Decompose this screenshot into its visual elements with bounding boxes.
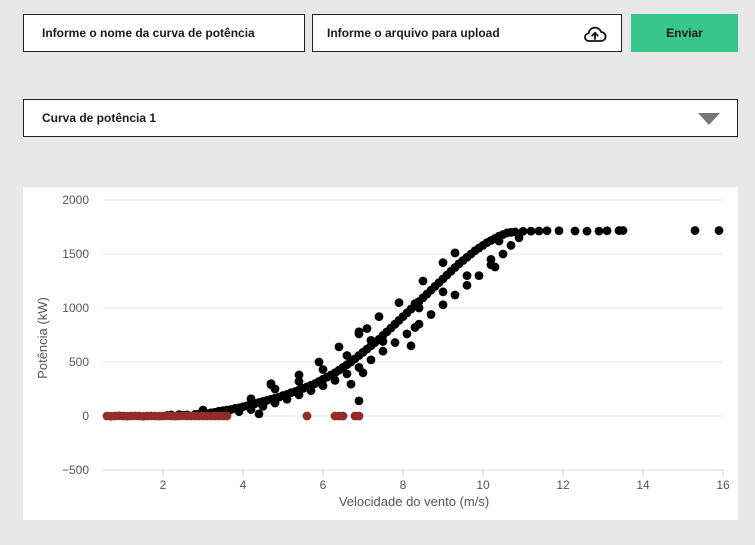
scatter-point: [714, 226, 724, 235]
scatter-point: [318, 365, 328, 374]
scatter-point: [346, 379, 356, 389]
scatter-point: [294, 370, 304, 380]
scatter-point: [410, 323, 420, 332]
selected-curve-label: Curva de potência 1: [42, 111, 157, 125]
scatter-point: [390, 319, 400, 329]
scatter-point: [450, 290, 460, 300]
scatter-point: [542, 226, 552, 236]
scatter-point: [462, 280, 472, 290]
scatter-point: [366, 355, 376, 365]
scatter-point: [258, 401, 268, 411]
scatter-point: [378, 337, 388, 346]
scatter-point: [438, 258, 448, 268]
scatter-point: [222, 411, 232, 421]
y-tick-label: −500: [62, 463, 89, 477]
scatter-point: [602, 226, 612, 236]
scatter-point: [402, 329, 412, 339]
power-curve-select[interactable]: Curva de potência 1: [23, 99, 738, 137]
scatter-point: [318, 381, 328, 391]
scatter-point: [594, 226, 604, 236]
scatter-point: [270, 398, 280, 408]
scatter-point: [338, 411, 348, 421]
scatter-point: [514, 233, 524, 243]
x-tick-label: 12: [556, 478, 570, 492]
scatter-point: [314, 357, 324, 367]
scatter-point: [518, 226, 528, 236]
file-upload-label: Informe o arquivo para upload: [327, 26, 500, 40]
scatter-point: [342, 351, 352, 360]
y-tick-label: 2000: [62, 193, 89, 207]
data-points: [102, 226, 724, 421]
scatter-point: [330, 375, 340, 385]
y-tick-label: 500: [69, 355, 89, 369]
scatter-point: [534, 226, 544, 236]
scatter-point: [570, 226, 580, 236]
scatter-point: [394, 298, 404, 307]
scatter-point: [354, 411, 364, 421]
scatter-point: [474, 271, 484, 280]
scatter-point: [426, 310, 436, 319]
scatter-point: [450, 248, 460, 258]
send-button[interactable]: Enviar: [631, 14, 738, 52]
scatter-point: [438, 300, 448, 310]
x-tick-label: 8: [400, 478, 407, 492]
scatter-point: [366, 336, 376, 345]
y-axis-title: Potência (kW): [35, 297, 50, 379]
x-tick-label: 16: [716, 478, 730, 492]
scatter-point: [486, 255, 496, 264]
scatter-point: [506, 240, 516, 250]
power-curve-chart: −500 0 500 1000 1500 2000 2 4 6 8 10 12 14 16 Velocid…: [23, 187, 738, 520]
curve-name-input[interactable]: [23, 14, 305, 52]
file-upload-field[interactable]: Informe o arquivo para upload: [312, 14, 622, 52]
scatter-point: [354, 329, 364, 339]
scatter-plot: −500 0 500 1000 1500 2000 2 4 6 8 10 12 14 16 Velocid…: [35, 193, 730, 509]
scatter-point: [390, 338, 400, 347]
scatter-point: [306, 386, 316, 396]
x-tick-label: 4: [240, 478, 247, 492]
scatter-point: [410, 299, 420, 309]
scatter-point: [406, 341, 416, 351]
scatter-point: [358, 368, 368, 378]
scatter-point: [618, 226, 628, 235]
scatter-point: [294, 390, 304, 400]
scatter-point: [494, 236, 504, 246]
scatter-point: [294, 377, 304, 386]
x-axis-title: Velocidade do vento (m/s): [339, 494, 489, 509]
x-tick-label: 2: [160, 478, 167, 492]
scatter-point: [554, 226, 564, 236]
axes: −500 0 500 1000 1500 2000 2 4 6 8 10 12 14 16: [62, 193, 730, 492]
scatter-point: [582, 226, 592, 236]
cloud-upload-icon[interactable]: [583, 24, 607, 44]
scatter-point: [302, 411, 312, 421]
scatter-point: [362, 324, 372, 333]
scatter-point: [234, 407, 244, 417]
y-tick-label: 1000: [62, 301, 89, 315]
x-tick-label: 14: [636, 478, 650, 492]
scatter-point: [526, 226, 536, 236]
scatter-point: [342, 369, 352, 379]
scatter-point: [374, 312, 384, 322]
scatter-point: [490, 262, 500, 272]
scatter-point: [334, 342, 344, 352]
y-tick-label: 1500: [62, 247, 89, 261]
scatter-point: [418, 276, 428, 286]
scatter-point: [266, 380, 276, 390]
scatter-point: [246, 405, 256, 414]
scatter-point: [282, 394, 292, 404]
x-tick-label: 10: [476, 478, 490, 492]
scatter-point: [498, 249, 508, 259]
scatter-point: [254, 409, 264, 419]
y-tick-label: 0: [82, 409, 89, 423]
scatter-point: [246, 394, 256, 404]
grid-lines: [103, 199, 723, 471]
scatter-point: [438, 287, 448, 297]
scatter-point: [690, 226, 700, 235]
scatter-point: [378, 346, 388, 356]
x-tick-label: 6: [320, 478, 327, 492]
scatter-point: [354, 396, 364, 406]
triangle-down-icon: [698, 113, 720, 125]
scatter-point: [462, 271, 472, 280]
